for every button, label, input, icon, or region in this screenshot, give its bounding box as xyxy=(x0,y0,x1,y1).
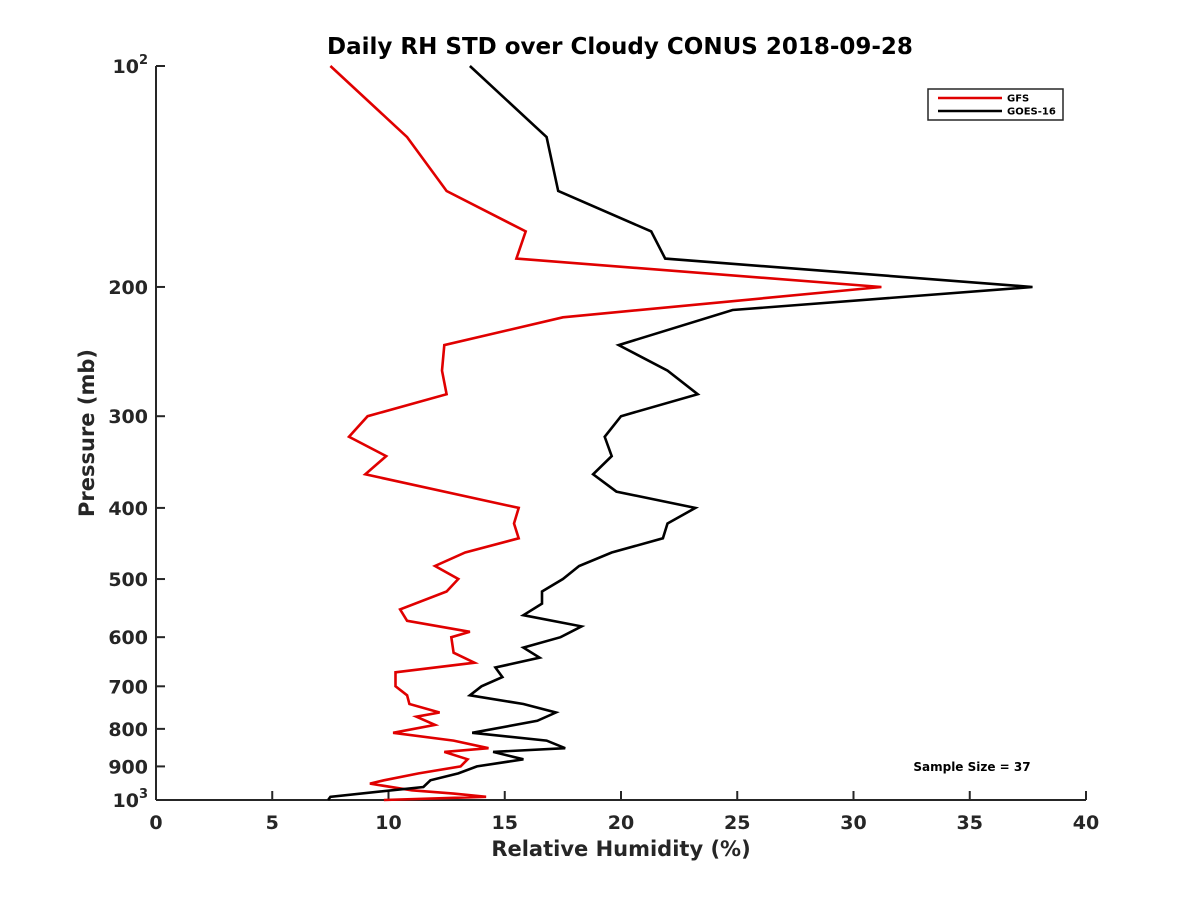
x-tick-label: 30 xyxy=(840,812,866,834)
legend: GFS GOES-16 xyxy=(927,88,1064,121)
legend-label: GFS xyxy=(1007,94,1029,105)
y-tick-label: 103 xyxy=(113,787,149,812)
y-tick-label: 800 xyxy=(108,719,148,741)
y-tick-base: 10 xyxy=(113,56,139,78)
x-tick-label: 35 xyxy=(957,812,983,834)
y-tick-exponent: 3 xyxy=(139,787,148,802)
y-tick-label: 500 xyxy=(108,569,148,591)
y-axis-label: Pressure (mb) xyxy=(75,349,99,517)
x-tick-label: 5 xyxy=(266,812,279,834)
y-tick-label: 102 xyxy=(113,53,149,78)
sample-size-annotation: Sample Size = 37 xyxy=(913,760,1030,774)
y-tick-base: 10 xyxy=(113,790,139,812)
series-line-gfs xyxy=(329,65,882,802)
x-tick-label: 40 xyxy=(1073,812,1099,834)
y-tick-label: 700 xyxy=(108,676,148,698)
y-tick-exponent: 2 xyxy=(139,53,148,68)
x-tick-label: 15 xyxy=(492,812,518,834)
x-tick-label: 0 xyxy=(149,812,162,834)
legend-box xyxy=(927,88,1064,121)
x-axis-label: Relative Humidity (%) xyxy=(491,837,750,861)
legend-label: GOES-16 xyxy=(1007,107,1056,118)
x-tick-label: 10 xyxy=(375,812,401,834)
series-line-goes-16 xyxy=(327,65,1033,801)
x-tick-label: 20 xyxy=(608,812,634,834)
y-tick-label: 900 xyxy=(108,756,148,778)
series-layer xyxy=(327,65,1033,802)
y-tick-label: 600 xyxy=(108,627,148,649)
y-tick-label: 200 xyxy=(108,277,148,299)
x-tick-label: 25 xyxy=(724,812,750,834)
y-tick-label: 400 xyxy=(108,498,148,520)
y-tick-label: 300 xyxy=(108,406,148,428)
chart-title: Daily RH STD over Cloudy CONUS 2018-09-2… xyxy=(327,34,913,60)
x-ticks: 0 5 10 15 20 25 30 35 40 xyxy=(149,791,1099,834)
